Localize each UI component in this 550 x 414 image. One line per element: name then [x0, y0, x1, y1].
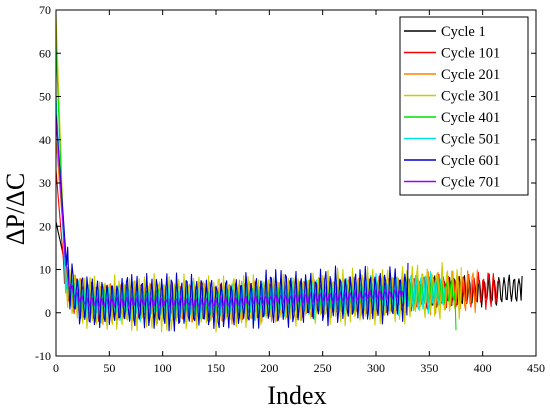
y-axis-label: ΔP/ΔC	[1, 173, 30, 245]
x-tick-label: 450	[527, 361, 545, 375]
x-tick-label: 0	[53, 361, 59, 375]
y-tick-label: 0	[45, 306, 51, 320]
y-tick-label: -10	[35, 349, 51, 363]
legend-label: Cycle 1	[441, 24, 486, 40]
y-tick-label: 40	[39, 133, 51, 147]
legend-label: Cycle 101	[441, 46, 500, 62]
y-tick-label: 20	[39, 219, 51, 233]
y-tick-label: 50	[39, 90, 51, 104]
legend-label: Cycle 701	[441, 175, 500, 191]
x-tick-label: 200	[260, 361, 278, 375]
y-tick-label: 30	[39, 176, 51, 190]
series-line	[55, 118, 404, 310]
series-layer	[55, 14, 523, 333]
legend-label: Cycle 301	[441, 89, 500, 105]
x-tick-label: 50	[103, 361, 115, 375]
x-tick-label: 100	[154, 361, 172, 375]
x-tick-label: 350	[420, 361, 438, 375]
y-tick-label: 10	[39, 263, 51, 277]
legend-label: Cycle 501	[441, 132, 500, 148]
legend-label: Cycle 601	[441, 153, 500, 169]
x-tick-label: 150	[207, 361, 225, 375]
y-tick-label: 70	[39, 3, 51, 17]
y-tick-label: 60	[39, 46, 51, 60]
x-tick-label: 400	[474, 361, 492, 375]
legend: Cycle 1 Cycle 101 Cycle 201 Cycle 301 Cycle …	[399, 16, 529, 196]
legend-label: Cycle 201	[441, 67, 500, 83]
legend-label: Cycle 401	[441, 110, 500, 126]
x-tick-label: 250	[314, 361, 332, 375]
x-axis-label: Index	[267, 381, 326, 409]
legend-box	[399, 16, 529, 196]
ticks-layer: 0 50 100 150 200 250 300 350 400 450-100102030405…	[35, 3, 545, 375]
x-tick-label: 300	[367, 361, 385, 375]
